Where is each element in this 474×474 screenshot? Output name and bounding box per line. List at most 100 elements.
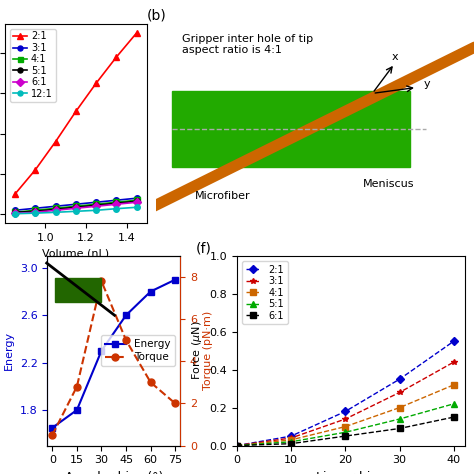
2:1 — [397, 376, 402, 382]
2:1 — [288, 433, 294, 439]
4:1 — [93, 201, 99, 207]
6:1 — [397, 426, 402, 431]
5:1 — [12, 210, 18, 215]
4:1 — [12, 210, 18, 215]
4:1 — [343, 424, 348, 429]
Energy — [49, 425, 55, 431]
Line: 5:1: 5:1 — [12, 199, 139, 215]
2:1 — [32, 167, 38, 173]
Legend: Energy, Torque: Energy, Torque — [101, 335, 175, 366]
Torque — [99, 278, 104, 284]
6:1 — [451, 414, 456, 420]
6:1 — [343, 433, 348, 439]
2:1 — [451, 338, 456, 344]
5:1 — [53, 207, 58, 212]
6:1 — [93, 203, 99, 209]
Line: 4:1: 4:1 — [12, 198, 139, 215]
Line: 2:1: 2:1 — [11, 29, 140, 198]
2:1 — [134, 30, 140, 36]
2:1 — [53, 139, 58, 145]
Line: Energy: Energy — [49, 276, 179, 431]
Y-axis label: Force ($\mu$N): Force ($\mu$N) — [190, 321, 204, 381]
Energy — [123, 312, 129, 318]
5:1 — [134, 199, 140, 204]
Text: y: y — [423, 80, 430, 90]
Y-axis label: Energy: Energy — [4, 331, 14, 370]
Line: 3:1: 3:1 — [12, 195, 139, 213]
5:1 — [288, 439, 294, 445]
12:1 — [53, 210, 58, 215]
4:1 — [114, 200, 119, 205]
12:1 — [73, 209, 79, 214]
6:1 — [234, 443, 240, 448]
Line: 3:1: 3:1 — [234, 359, 456, 448]
4:1 — [234, 443, 240, 448]
Text: Meniscus: Meniscus — [363, 179, 414, 189]
Text: Microfiber: Microfiber — [194, 191, 250, 201]
3:1 — [288, 435, 294, 441]
Energy — [148, 289, 154, 294]
Bar — [55, 278, 101, 302]
3:1 — [93, 200, 99, 205]
2:1 — [93, 81, 99, 86]
2:1 — [343, 409, 348, 414]
Text: (b): (b) — [147, 9, 167, 23]
4:1 — [32, 208, 38, 213]
6:1 — [53, 208, 58, 213]
5:1 — [451, 401, 456, 407]
Energy — [99, 348, 104, 354]
6:1 — [134, 200, 140, 205]
X-axis label: Linear bias: Linear bias — [317, 471, 385, 474]
2:1 — [234, 443, 240, 448]
4:1 — [53, 205, 58, 211]
6:1 — [114, 201, 119, 207]
Line: 2:1: 2:1 — [234, 338, 456, 448]
Line: Torque: Torque — [49, 278, 179, 438]
6:1 — [73, 205, 79, 211]
3:1 — [53, 203, 58, 209]
3:1 — [12, 208, 18, 213]
3:1 — [234, 443, 240, 448]
2:1 — [12, 191, 18, 197]
Text: x: x — [392, 52, 398, 62]
5:1 — [343, 429, 348, 435]
Line: 5:1: 5:1 — [234, 401, 456, 448]
Torque — [49, 432, 55, 438]
Y-axis label: Torque (pN·m): Torque (pN·m) — [202, 311, 212, 391]
12:1 — [134, 204, 140, 210]
Line: 6:1: 6:1 — [234, 414, 456, 448]
Torque — [148, 380, 154, 385]
Legend: 2:1, 3:1, 4:1, 5:1, 6:1, 12:1: 2:1, 3:1, 4:1, 5:1, 6:1, 12:1 — [9, 28, 55, 102]
4:1 — [397, 405, 402, 410]
X-axis label: Volume (nL): Volume (nL) — [42, 248, 109, 258]
Line: 4:1: 4:1 — [234, 382, 456, 448]
Torque — [74, 384, 80, 390]
Text: Gripper inter hole of tip
aspect ratio is 4:1: Gripper inter hole of tip aspect ratio i… — [182, 34, 313, 55]
12:1 — [32, 210, 38, 216]
3:1 — [343, 416, 348, 422]
Energy — [74, 407, 80, 413]
Energy — [173, 277, 178, 283]
5:1 — [397, 416, 402, 422]
2:1 — [73, 109, 79, 114]
12:1 — [12, 211, 18, 217]
2:1 — [114, 54, 119, 60]
Text: (f): (f) — [196, 241, 212, 255]
3:1 — [451, 359, 456, 365]
3:1 — [134, 195, 140, 201]
3:1 — [32, 205, 38, 211]
Legend: 2:1, 3:1, 4:1, 5:1, 6:1: 2:1, 3:1, 4:1, 5:1, 6:1 — [242, 261, 288, 324]
Torque — [123, 337, 129, 343]
3:1 — [114, 197, 119, 203]
5:1 — [114, 201, 119, 206]
4:1 — [451, 382, 456, 388]
4:1 — [73, 203, 79, 209]
5:1 — [93, 202, 99, 208]
12:1 — [114, 206, 119, 211]
5:1 — [234, 443, 240, 448]
Line: 12:1: 12:1 — [12, 204, 139, 217]
5:1 — [73, 204, 79, 210]
6:1 — [32, 210, 38, 215]
3:1 — [73, 201, 79, 207]
3:1 — [397, 390, 402, 395]
